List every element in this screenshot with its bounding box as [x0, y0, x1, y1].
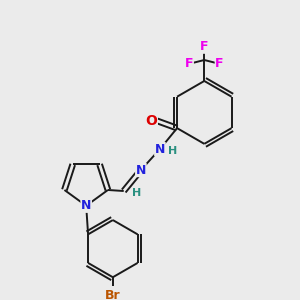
Text: N: N [155, 142, 165, 156]
Text: N: N [136, 164, 146, 177]
Text: Br: Br [105, 289, 121, 300]
Text: O: O [146, 113, 157, 128]
Text: H: H [168, 146, 177, 156]
Text: F: F [200, 40, 208, 53]
Text: H: H [132, 188, 142, 198]
Text: F: F [215, 57, 224, 70]
Text: N: N [81, 199, 92, 212]
Text: F: F [185, 57, 193, 70]
